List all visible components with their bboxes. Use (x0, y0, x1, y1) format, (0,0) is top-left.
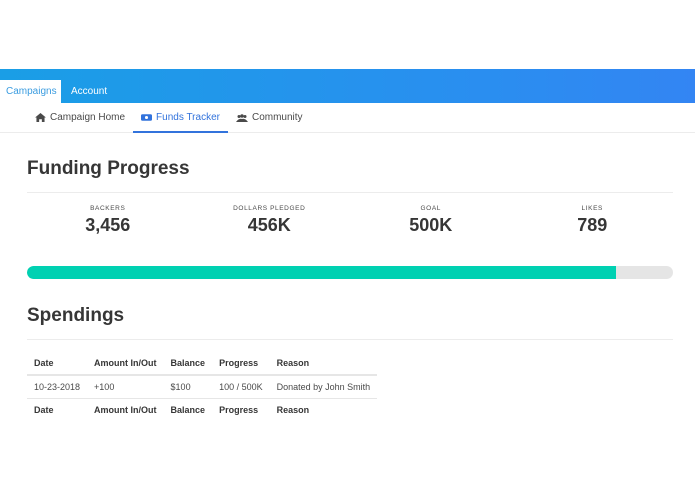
cell-balance: $100 (163, 375, 213, 399)
spendings-title: Spendings (27, 305, 125, 326)
funding-stats: Backers 3,456 Dollars Pledged 456K Goal … (27, 205, 673, 236)
subnav-label: Community (251, 112, 303, 123)
stat-label: Likes (581, 205, 603, 212)
cell-date: 10-23-2018 (27, 375, 88, 399)
stat-value: 500K (409, 215, 453, 235)
tab-campaigns[interactable]: Campaigns (0, 80, 61, 103)
progress-fill (27, 266, 617, 279)
stat-label: Goal (420, 205, 441, 212)
stat-label: Dollars Pledged (233, 205, 306, 212)
stat-label: Backers (90, 205, 126, 212)
funding-progress-bar (27, 266, 673, 279)
subnav-label: Funds Tracker (156, 112, 220, 123)
column-header: Amount In/Out (87, 352, 164, 376)
divider (27, 339, 673, 340)
campaign-subnav: Campaign Home Funds Tracker Community (0, 103, 695, 133)
users-icon (235, 113, 248, 122)
top-navbar: Campaigns Account (0, 69, 695, 103)
table-footer-row: Date Amount In/Out Balance Progress Reas… (27, 399, 377, 422)
table-header-row: Date Amount In/Out Balance Progress Reas… (27, 352, 378, 376)
stat-value: 456K (247, 215, 291, 235)
spendings-table: Date Amount In/Out Balance Progress Reas… (27, 352, 378, 422)
column-footer: Reason (276, 405, 310, 415)
subnav-campaign-home[interactable]: Campaign Home (27, 103, 133, 132)
column-header: Reason (269, 352, 378, 376)
table-row: 10-23-2018 +100 $100 100 / 500K Donated … (27, 375, 378, 399)
money-bill-icon (141, 114, 153, 121)
column-header: Date (27, 352, 88, 376)
cell-progress: 100 / 500K (212, 375, 270, 399)
funding-progress-title: Funding Progress (27, 158, 190, 179)
stat-goal: Goal 500K (350, 205, 512, 236)
stat-backers: Backers 3,456 (27, 205, 189, 236)
column-footer: Balance (170, 405, 206, 415)
subnav-community[interactable]: Community (228, 103, 311, 132)
stat-dollars-pledged: Dollars Pledged 456K (189, 205, 351, 236)
column-footer: Date (34, 405, 54, 415)
tab-account[interactable]: Account (71, 86, 108, 97)
column-footer: Progress (219, 405, 259, 415)
cell-reason: Donated by John Smith (269, 375, 378, 399)
stat-value: 3,456 (85, 215, 131, 235)
home-icon (35, 113, 46, 122)
column-header: Progress (212, 352, 270, 376)
subnav-funds-tracker[interactable]: Funds Tracker (133, 103, 228, 133)
column-footer: Amount In/Out (94, 405, 157, 415)
column-header: Balance (163, 352, 213, 376)
stat-likes: Likes 789 (512, 205, 674, 236)
stat-value: 789 (577, 215, 608, 235)
divider (27, 192, 673, 193)
subnav-label: Campaign Home (50, 112, 126, 123)
cell-amount: +100 (87, 375, 164, 399)
